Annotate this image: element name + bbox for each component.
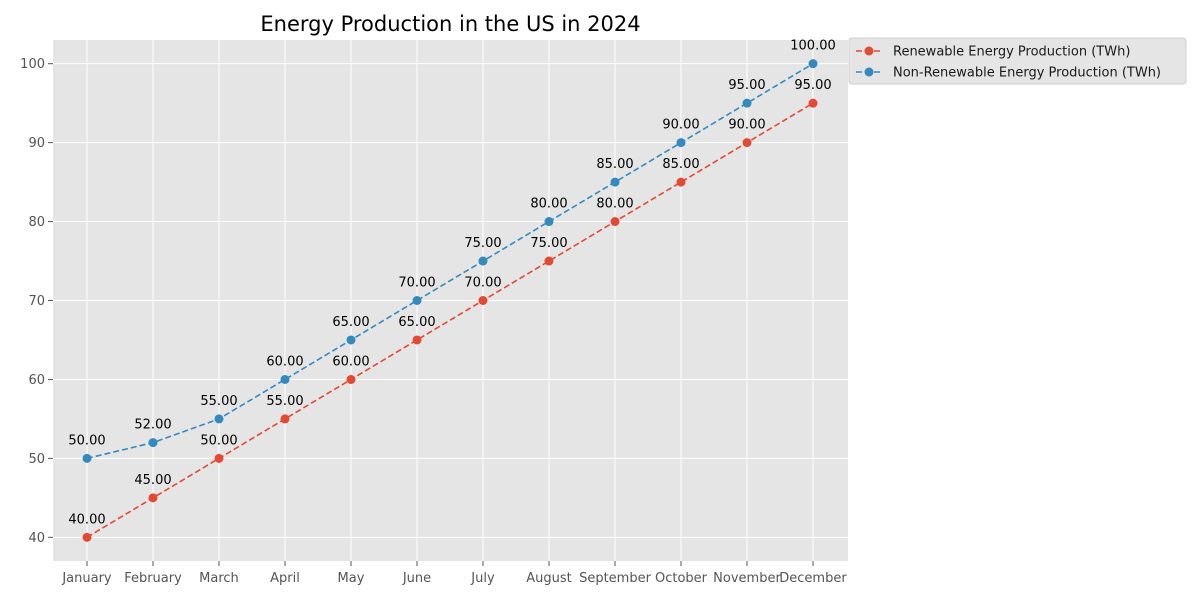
data-point — [742, 138, 752, 148]
x-tick-label: October — [655, 571, 708, 586]
y-tick-label: 50 — [28, 452, 45, 467]
data-label: 65.00 — [332, 315, 369, 330]
data-point — [478, 256, 488, 266]
data-point — [808, 98, 818, 108]
data-point — [610, 177, 620, 187]
y-tick-label: 40 — [28, 531, 45, 546]
legend-marker — [864, 67, 874, 77]
y-tick-label: 80 — [28, 215, 45, 230]
data-point — [412, 335, 422, 345]
data-label: 40.00 — [68, 512, 105, 527]
legend-marker — [864, 46, 874, 56]
data-label: 65.00 — [398, 315, 435, 330]
data-point — [280, 374, 290, 384]
x-tick-label: April — [270, 571, 300, 586]
data-label: 52.00 — [134, 418, 171, 433]
series-line-renewable — [86, 102, 814, 539]
data-label: 90.00 — [728, 118, 765, 133]
x-tick-label: November — [713, 571, 781, 586]
data-point — [346, 374, 356, 384]
data-labels: 40.00 45.00 50.00 55.00 60.00 65.00 70.00 75.00… — [68, 39, 835, 528]
data-label: 70.00 — [398, 276, 435, 291]
data-point — [478, 296, 488, 305]
y-tick-label: 60 — [28, 373, 45, 388]
x-tick-label: June — [402, 571, 431, 586]
x-tick-label: February — [124, 571, 182, 586]
data-point — [280, 414, 290, 424]
data-point — [544, 217, 554, 227]
legend-label: Renewable Energy Production (TWh) — [893, 45, 1130, 60]
data-point — [808, 59, 818, 69]
series-line-non-renewable — [86, 62, 814, 460]
data-label: 55.00 — [266, 394, 303, 409]
data-label: 50.00 — [68, 433, 105, 448]
data-point — [412, 296, 422, 305]
data-point — [82, 453, 92, 463]
data-label: 85.00 — [662, 157, 699, 172]
data-label: 90.00 — [662, 118, 699, 133]
legend-label: Non-Renewable Energy Production (TWh) — [893, 66, 1161, 81]
data-label: 45.00 — [134, 473, 171, 488]
data-label: 50.00 — [200, 433, 237, 448]
data-point — [148, 493, 158, 503]
data-point — [742, 98, 752, 108]
data-point — [676, 177, 686, 187]
data-label: 95.00 — [794, 78, 831, 93]
data-point — [214, 453, 224, 463]
y-tick-label: 100 — [20, 57, 45, 72]
data-label: 60.00 — [266, 354, 303, 369]
data-label: 80.00 — [596, 197, 633, 212]
data-point — [544, 256, 554, 266]
data-label: 80.00 — [530, 197, 567, 212]
legend: Renewable Energy Production (TWh) Non-Ren… — [848, 37, 1187, 85]
data-label: 55.00 — [200, 394, 237, 409]
data-point — [610, 217, 620, 227]
chart-title: Energy Production in the US in 2024 — [260, 12, 640, 36]
y-tick-label: 90 — [28, 136, 45, 151]
data-label: 85.00 — [596, 157, 633, 172]
x-tick-label: December — [779, 571, 847, 586]
data-point — [82, 532, 92, 542]
axes: January February March April May June July Augu… — [20, 57, 847, 586]
x-tick-label: July — [470, 571, 495, 586]
data-point — [346, 335, 356, 345]
legend-box — [848, 37, 1187, 85]
data-point — [148, 438, 158, 448]
data-label: 70.00 — [464, 276, 501, 291]
data-label: 60.00 — [332, 354, 369, 369]
data-label: 95.00 — [728, 78, 765, 93]
data-label: 100.00 — [790, 39, 836, 54]
data-label: 75.00 — [530, 236, 567, 251]
data-point — [676, 138, 686, 148]
x-tick-label: May — [338, 571, 365, 586]
x-tick-label: September — [579, 571, 652, 586]
data-label: 75.00 — [464, 236, 501, 251]
data-point — [214, 414, 224, 424]
x-tick-label: January — [61, 571, 112, 586]
x-tick-label: March — [199, 571, 239, 586]
x-tick-label: August — [526, 571, 572, 586]
series-lines — [82, 59, 818, 542]
y-tick-label: 70 — [28, 294, 45, 309]
